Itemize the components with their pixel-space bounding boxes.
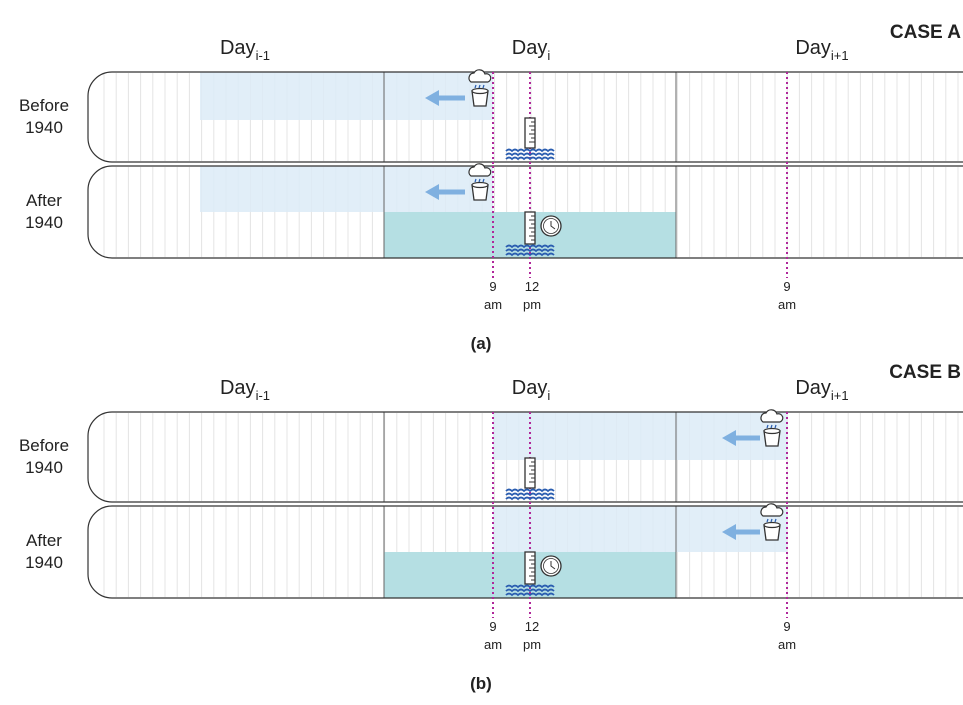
day-subscript: i-1 (256, 48, 270, 63)
row-label-line: After (26, 191, 62, 210)
clock-hands (550, 221, 556, 230)
day-label: Dayi (512, 37, 551, 63)
time-unit: pm (523, 637, 541, 652)
day-name: Day (512, 37, 548, 59)
rain-drop (482, 84, 485, 89)
rain-window (200, 166, 493, 212)
time-hour: 9 (489, 279, 496, 294)
water-wave (505, 584, 555, 589)
water-wave (505, 156, 555, 161)
timeline-row (87, 411, 963, 503)
arrow-head (425, 90, 439, 106)
rain-drop (478, 178, 481, 183)
water-wave (505, 148, 555, 153)
time-unit: pm (523, 297, 541, 312)
rain-window (493, 506, 787, 552)
day-subscript: i+1 (831, 388, 849, 403)
bucket-rim (471, 87, 489, 95)
row-frame (87, 411, 963, 503)
time-unit: am (778, 637, 796, 652)
row-label-line: Before (19, 96, 69, 115)
arrow-head (722, 430, 736, 446)
rain-drop (766, 518, 769, 523)
day-name: Day (220, 377, 256, 399)
water-wave (505, 248, 555, 253)
water-wave (505, 496, 555, 501)
bucket-rim (471, 181, 489, 189)
row-frame (87, 165, 963, 259)
rain-drop (774, 518, 777, 523)
day-name: Day (795, 37, 831, 59)
rain-drop (770, 518, 773, 523)
bucket-rim (763, 427, 781, 435)
gauge (524, 117, 536, 149)
rain-drop (482, 178, 485, 183)
water-wave (505, 592, 555, 597)
row-label: After 1940 (25, 531, 63, 572)
cloud-icon (760, 503, 784, 517)
rain-drop (770, 424, 773, 429)
time-hour: 12 (525, 279, 539, 294)
cloud-icon (468, 69, 492, 83)
timeline-row (87, 71, 963, 163)
clock-hands (550, 561, 556, 570)
day-name: Day (512, 377, 548, 399)
day-name: Day (795, 377, 831, 399)
row-label: Before 1940 (19, 96, 69, 137)
row-label-line: 1940 (25, 213, 63, 232)
time-hour: 9 (489, 619, 496, 634)
water-wave (505, 588, 555, 593)
water-wave (505, 488, 555, 493)
row-label: Before 1940 (19, 436, 69, 477)
clock-face (543, 558, 559, 574)
time-hour: 9 (783, 279, 790, 294)
case-label: CASE A (890, 22, 961, 43)
time-unit: am (484, 297, 502, 312)
day-subscript: i (547, 48, 550, 63)
rain-drop (774, 424, 777, 429)
water-wave (505, 252, 555, 257)
water-wave (505, 152, 555, 157)
row-label-line: After (26, 531, 62, 550)
rain-drop (474, 84, 477, 89)
day-label: Dayi (512, 377, 551, 403)
rain-drop (766, 424, 769, 429)
day-name: Day (220, 37, 256, 59)
row-frame (87, 71, 963, 163)
cloud-icon (468, 163, 492, 177)
arrow-head (722, 524, 736, 540)
time-hour: 12 (525, 619, 539, 634)
row-label-line: 1940 (25, 553, 63, 572)
caption: (a) (471, 334, 492, 353)
arrow-head (425, 184, 439, 200)
day-subscript: i (547, 388, 550, 403)
row-label-line: 1940 (25, 458, 63, 477)
water-wave (505, 492, 555, 497)
row-label: After 1940 (25, 191, 63, 232)
day-subscript: i-1 (256, 388, 270, 403)
row-label-line: 1940 (25, 118, 63, 137)
gauge (524, 457, 536, 489)
row-frame (87, 505, 963, 599)
time-unit: am (778, 297, 796, 312)
bucket-rim (763, 521, 781, 529)
rain-drop (474, 178, 477, 183)
day-label: Dayi-1 (220, 37, 270, 63)
day-label: Dayi+1 (795, 37, 848, 63)
case-label: CASE B (889, 362, 961, 383)
water-wave (505, 244, 555, 249)
day-label: Dayi+1 (795, 377, 848, 403)
rain-drop (478, 84, 481, 89)
clock-face (543, 218, 559, 234)
time-unit: am (484, 637, 502, 652)
day-subscript: i+1 (831, 48, 849, 63)
caption: (b) (470, 674, 492, 693)
time-hour: 9 (783, 619, 790, 634)
day-label: Dayi-1 (220, 377, 270, 403)
row-label-line: Before (19, 436, 69, 455)
cloud-icon (760, 409, 784, 423)
